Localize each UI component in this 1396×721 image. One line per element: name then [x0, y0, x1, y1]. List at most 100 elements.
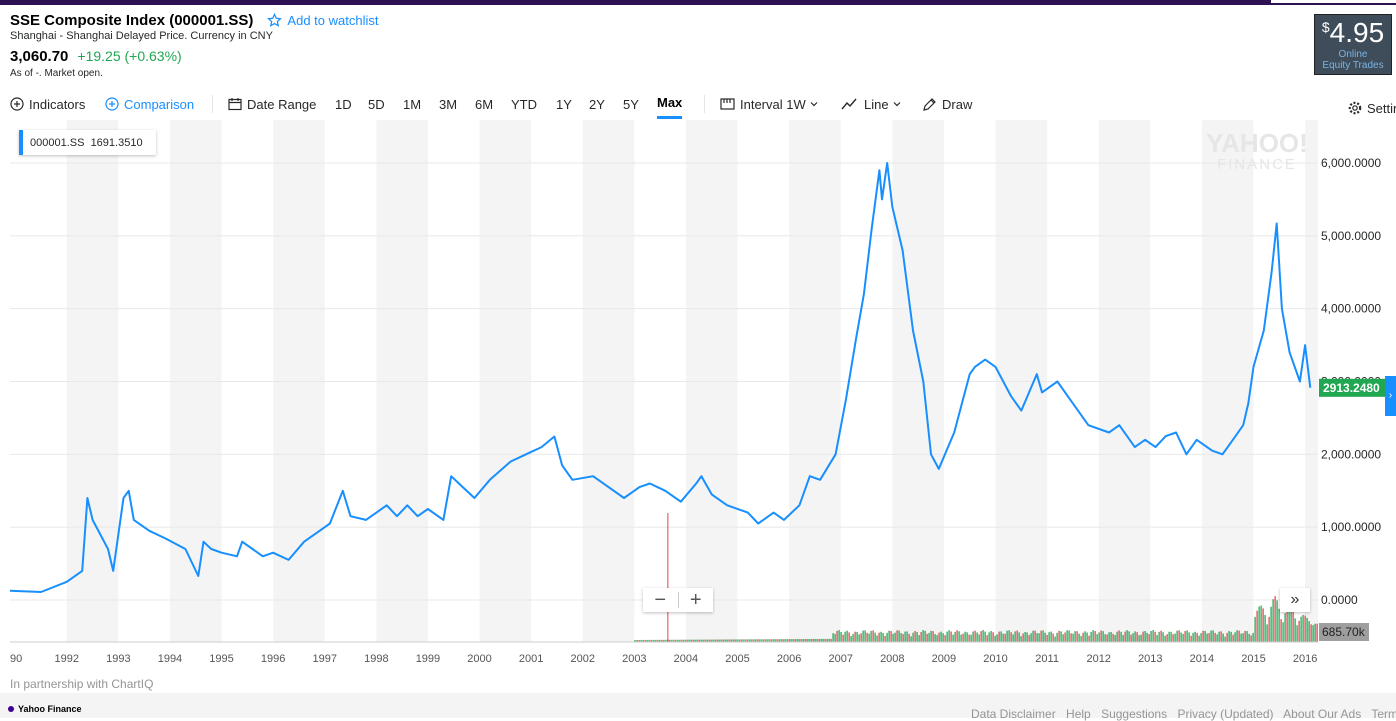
volume-bar	[996, 634, 998, 642]
range-max[interactable]: Max	[657, 92, 683, 119]
volume-bar	[1044, 632, 1046, 642]
footer-link[interactable]: Data Disclaimer	[971, 707, 1056, 721]
volume-bar	[646, 639, 648, 642]
volume-bar	[1142, 631, 1144, 642]
zoom-out-button[interactable]: −	[654, 589, 667, 611]
range-ytd[interactable]: YTD	[511, 96, 537, 112]
chevron-down-icon	[893, 102, 901, 107]
range-5y[interactable]: 5Y	[623, 96, 639, 112]
volume-bar	[1180, 632, 1182, 642]
volume-bar	[1304, 615, 1306, 642]
volume-bar	[776, 639, 778, 642]
chart-type-dropdown[interactable]: Line	[841, 92, 907, 116]
range-1y[interactable]: 1Y	[556, 96, 572, 112]
y-tick-label: 6,000.0000	[1321, 156, 1381, 170]
volume-bar	[1182, 633, 1184, 642]
footer-link[interactable]: Privacy (Updated)	[1177, 707, 1274, 721]
volume-bar	[944, 635, 946, 642]
date-range-button[interactable]: Date Range	[228, 92, 316, 116]
volume-bar	[732, 639, 734, 642]
volume-bar	[1018, 632, 1020, 642]
volume-bar	[846, 630, 848, 642]
volume-bar	[1020, 636, 1022, 642]
line-chart-icon	[841, 98, 857, 110]
volume-bar	[660, 639, 662, 642]
volume-bar	[1256, 610, 1258, 642]
price-chart[interactable]: 6,000.00005,000.00004,000.00003,000.0000…	[10, 120, 1396, 670]
interval-icon	[720, 98, 735, 110]
footer-links: Data Disclaimer Help Suggestions Privacy…	[971, 707, 1396, 721]
volume-bar	[1076, 631, 1078, 642]
footer-link[interactable]: About Our Ads	[1283, 707, 1362, 721]
volume-bar	[842, 634, 844, 642]
settings-button[interactable]: Settings	[1348, 96, 1396, 120]
volume-bar	[844, 631, 846, 642]
add-to-watchlist-button[interactable]: Add to watchlist	[267, 12, 378, 28]
volume-bar	[1300, 616, 1302, 642]
volume-bar	[648, 639, 650, 642]
volume-bar	[1030, 633, 1032, 642]
volume-bar	[790, 639, 792, 642]
volume-bar	[1262, 608, 1264, 642]
interval-dropdown[interactable]: Interval 1W	[720, 92, 824, 116]
volume-bar	[1310, 624, 1312, 642]
volume-bar	[692, 639, 694, 642]
scroll-to-end-button[interactable]: »	[1280, 588, 1310, 612]
volume-bar	[1040, 630, 1042, 642]
y-tick-label: 0.0000	[1321, 593, 1358, 607]
ad-banner[interactable]: $4.95 Online Equity Trades	[1314, 14, 1392, 75]
volume-bar	[1086, 632, 1088, 642]
range-5d[interactable]: 5D	[368, 96, 385, 112]
volume-bar	[1316, 623, 1318, 642]
range-1d[interactable]: 1D	[335, 96, 352, 112]
volume-bar	[898, 630, 900, 642]
volume-bar	[968, 634, 970, 642]
volume-bar	[1226, 632, 1228, 642]
footer-link[interactable]: Suggestions	[1101, 707, 1168, 721]
volume-bar	[1296, 625, 1298, 642]
volume-bar	[738, 639, 740, 642]
volume-bar	[770, 639, 772, 642]
range-2y[interactable]: 2Y	[589, 96, 605, 112]
draw-label: Draw	[942, 96, 973, 112]
volume-bar	[1064, 632, 1066, 642]
volume-bar	[880, 631, 882, 642]
volume-bar	[1128, 631, 1130, 642]
footer-link[interactable]: Terms (Updated)	[1371, 707, 1396, 721]
volume-bar	[734, 639, 736, 642]
comparison-button[interactable]: Comparison	[105, 92, 194, 116]
volume-bar	[1312, 625, 1314, 642]
x-tick-label: 1992	[55, 653, 79, 665]
chevron-right-icon[interactable]: ›	[1385, 376, 1396, 416]
x-tick-label: 2000	[467, 653, 491, 665]
footer-brand[interactable]: Yahoo Finance	[8, 704, 82, 714]
x-tick-label: 2010	[983, 653, 1007, 665]
price-line	[10, 162, 1312, 593]
volume-bar	[1116, 631, 1118, 642]
volume-bar	[748, 639, 750, 642]
volume-bar	[638, 639, 640, 642]
volume-bar	[676, 639, 678, 642]
volume-bar	[1070, 633, 1072, 642]
volume-bar	[904, 631, 906, 642]
volume-bar	[832, 633, 834, 642]
x-tick-label: 2016	[1293, 653, 1317, 665]
volume-bar	[864, 630, 866, 642]
volume-bar	[936, 635, 938, 642]
zoom-in-button[interactable]: +	[689, 589, 702, 611]
draw-button[interactable]: Draw	[922, 92, 972, 116]
volume-bar	[1120, 631, 1122, 642]
volume-bar	[948, 630, 950, 642]
footer-link[interactable]: Help	[1066, 707, 1091, 721]
volume-bar	[1132, 633, 1134, 642]
range-6m[interactable]: 6M	[475, 96, 494, 112]
x-tick-label: 2009	[932, 653, 956, 665]
x-tick-label: 1997	[313, 653, 337, 665]
indicators-button[interactable]: Indicators	[10, 92, 85, 116]
volume-bar	[848, 632, 850, 642]
price-change: +19.25 (+0.63%)	[77, 48, 182, 64]
volume-bar	[664, 639, 666, 642]
range-1m[interactable]: 1M	[403, 96, 422, 112]
volume-bar	[930, 630, 932, 642]
range-3m[interactable]: 3M	[439, 96, 458, 112]
